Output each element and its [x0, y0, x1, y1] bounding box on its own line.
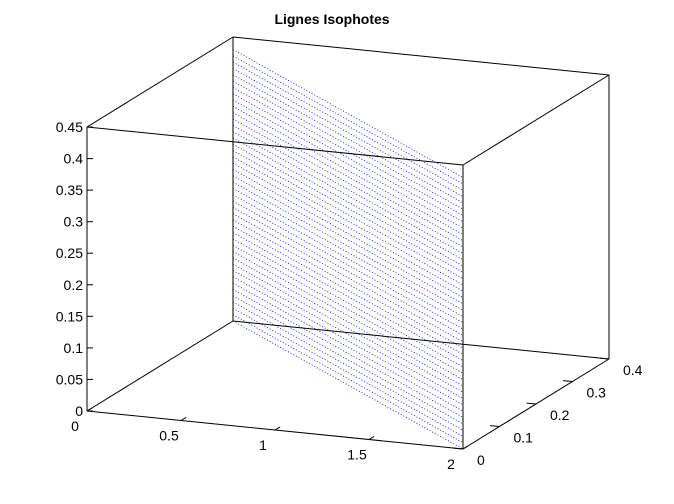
- z-tick-label: 0.05: [56, 371, 83, 387]
- y-tick-mark: [453, 447, 464, 450]
- x-tick-label: 0: [71, 418, 79, 434]
- x-tick-mark: [274, 426, 281, 431]
- z-tick-label: 0.15: [56, 308, 83, 324]
- box-edge: [86, 126, 464, 166]
- y-tick-mark: [563, 380, 573, 382]
- isophote-line: [232, 80, 464, 210]
- isophote-line: [232, 314, 464, 444]
- isophote-line: [232, 93, 464, 223]
- isophote-line: [232, 295, 464, 425]
- isophote-line: [232, 175, 464, 305]
- box-edge: [462, 74, 610, 166]
- isophote-line: [232, 156, 464, 286]
- x-axis-ticks: 0 0.5 1 1.5 2: [71, 407, 469, 472]
- z-axis-ticks: 0 0.05 0.1 0.15 0.2 0.25 0.3 0.35 0.4 0.45: [56, 119, 93, 419]
- z-tick-label: 0.3: [64, 214, 84, 230]
- isophote-line: [232, 207, 464, 336]
- y-tick-mark: [599, 357, 610, 360]
- z-tick-label: 0: [75, 403, 83, 419]
- isophote-line: [232, 244, 464, 374]
- z-tick-label: 0.1: [64, 340, 84, 356]
- isophote-line: [232, 99, 464, 229]
- isophote-line: [232, 270, 464, 399]
- isophote-line: [232, 213, 464, 343]
- isophote-line: [232, 225, 464, 355]
- isophote-line: [232, 106, 464, 235]
- isophote-line: [232, 55, 464, 185]
- y-tick-label: 0.4: [623, 362, 643, 378]
- isophote-lines: [232, 49, 464, 450]
- x-tick-mark: [462, 445, 469, 450]
- x-tick-label: 2: [447, 456, 455, 472]
- y-tick-label: 0.1: [514, 430, 534, 446]
- isophote-line: [232, 282, 464, 412]
- isophote-line: [232, 181, 464, 311]
- box-edge: [232, 320, 610, 360]
- isophote-line: [232, 131, 464, 261]
- z-tick-label: 0.35: [56, 182, 83, 198]
- x-tick-label: 0.5: [159, 428, 179, 444]
- isophote-line: [232, 194, 464, 324]
- isophote-line: [232, 232, 464, 361]
- z-tick-label: 0.45: [56, 119, 83, 135]
- x-tick-mark: [368, 435, 375, 440]
- chart-title: Lignes Isophotes: [274, 11, 389, 27]
- x-tick-label: 1.5: [347, 447, 367, 463]
- isophote-line: [232, 74, 464, 204]
- isophote-line: [232, 200, 464, 330]
- isophote-line: [232, 188, 464, 317]
- isophote-line: [232, 125, 464, 254]
- isophote-line: [232, 219, 464, 349]
- isophote-line: [232, 112, 464, 242]
- isophote-line: [232, 276, 464, 406]
- z-tick-label: 0.4: [64, 151, 84, 167]
- y-axis-ticks: 0 0.1 0.2 0.3 0.4: [453, 357, 643, 468]
- isophote-line: [232, 301, 464, 431]
- z-tick-label: 0.2: [64, 277, 84, 293]
- isophote-line: [232, 320, 464, 450]
- isophote-line: [232, 289, 464, 418]
- x-tick-mark: [86, 407, 93, 412]
- y-tick-label: 0: [477, 452, 485, 468]
- axes-box: [86, 36, 610, 450]
- z-tick-label: 0.25: [56, 245, 83, 261]
- box-edge: [86, 36, 234, 128]
- box-edge: [86, 320, 234, 412]
- isophote-line: [232, 68, 464, 197]
- isophote-line: [232, 150, 464, 279]
- isophote-line: [232, 251, 464, 380]
- isophote-line: [232, 162, 464, 292]
- box-edge: [232, 36, 610, 76]
- x-tick-mark: [180, 416, 187, 421]
- y-tick-label: 0.2: [550, 407, 570, 423]
- isophote-line: [232, 61, 464, 191]
- isophote-line: [232, 118, 464, 248]
- y-tick-label: 0.3: [587, 385, 607, 401]
- y-tick-mark: [526, 402, 537, 405]
- isophote-line: [232, 238, 464, 368]
- isophote-line: [232, 87, 464, 216]
- isophote-line: [232, 308, 464, 437]
- x-tick-label: 1: [259, 437, 267, 453]
- isophote-line: [232, 263, 464, 393]
- isophote-line: [232, 169, 464, 298]
- isophote-line: [232, 143, 464, 273]
- isophote-line: [232, 257, 464, 387]
- isophote-line: [232, 137, 464, 267]
- isophote-line: [232, 49, 464, 178]
- y-tick-mark: [490, 425, 500, 427]
